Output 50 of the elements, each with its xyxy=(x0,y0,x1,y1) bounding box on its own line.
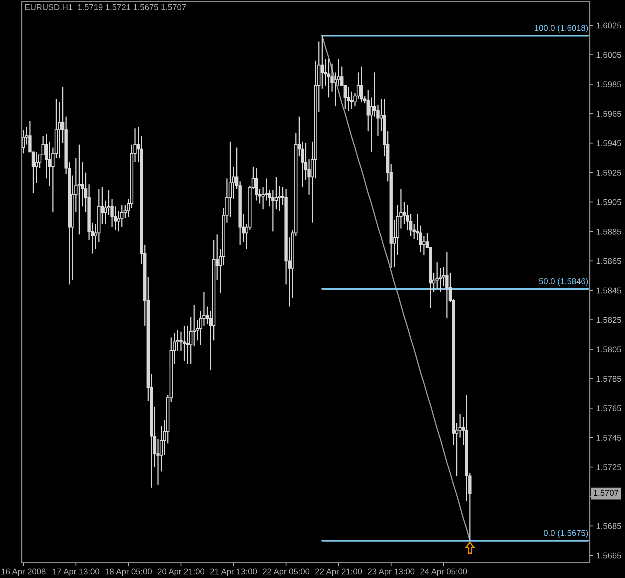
candlestick xyxy=(22,130,26,154)
candlestick xyxy=(186,325,190,365)
y-tick-label: 1.5745 xyxy=(596,435,622,441)
y-tick-label: 1.5965 xyxy=(596,111,622,118)
candlestick xyxy=(274,176,278,210)
x-tick-label: 17 Apr 13:00 xyxy=(53,568,100,576)
candlestick xyxy=(422,236,426,256)
candlestick xyxy=(350,91,354,110)
series-label: 50.0 (1.5846) xyxy=(539,278,588,286)
y-tick-label: 1.5885 xyxy=(596,228,622,235)
candlestick xyxy=(320,35,324,90)
chart-title: EURUSD,H1 1.5719 1.5721 1.5675 1.5707 xyxy=(26,4,186,12)
y-tick-label: 1.5825 xyxy=(596,317,622,324)
annotation: 1.5707 xyxy=(594,490,619,496)
candlestick xyxy=(347,86,350,112)
y-tick-label: 1.5925 xyxy=(596,170,622,176)
candlestick xyxy=(255,168,258,202)
candlestick xyxy=(120,204,124,228)
y-tick-label: 1.6005 xyxy=(596,52,622,58)
y-tick-label: 1.5685 xyxy=(596,523,622,530)
candlestick xyxy=(35,152,38,184)
y-tick-label: 1.5905 xyxy=(596,199,622,206)
y-tick-label: 1.6025 xyxy=(596,22,622,29)
candlestick xyxy=(272,190,275,232)
x-tick-label: 20 Apr 21:00 xyxy=(158,568,205,576)
candlestick xyxy=(78,144,82,236)
x-tick-label: 23 Apr 13:00 xyxy=(368,568,415,576)
y-tick-label: 1.5725 xyxy=(596,464,622,470)
y-tick-label: 1.5785 xyxy=(596,376,622,382)
y-tick-label: 1.5765 xyxy=(596,406,622,412)
candlestick xyxy=(436,262,439,290)
x-tick-label: 22 Apr 21:00 xyxy=(316,568,362,576)
series-label: 100.0 (1.6018) xyxy=(535,25,588,33)
series-label: 0.0 (1.5675) xyxy=(544,530,588,538)
candlestick xyxy=(182,325,186,362)
y-tick-label: 1.5665 xyxy=(596,552,622,559)
y-tick-label: 1.5985 xyxy=(596,82,622,88)
x-tick-label: 16 Apr 2008 xyxy=(2,568,46,576)
x-tick-label: 21 Apr 13:00 xyxy=(210,568,258,576)
candlestick xyxy=(446,252,449,320)
x-tick-label: 22 Apr 05:00 xyxy=(263,568,310,576)
candlestick xyxy=(327,58,331,98)
candlestick xyxy=(360,66,364,103)
x-tick-label: 18 Apr 05:00 xyxy=(106,568,152,576)
y-tick-label: 1.5845 xyxy=(596,288,622,294)
y-tick-label: 1.5865 xyxy=(596,258,622,264)
x-tick-label: 24 Apr 05:00 xyxy=(420,568,468,576)
candlestick xyxy=(58,102,62,159)
y-tick-label: 1.5945 xyxy=(596,140,622,146)
y-tick-label: 1.5805 xyxy=(596,346,622,353)
